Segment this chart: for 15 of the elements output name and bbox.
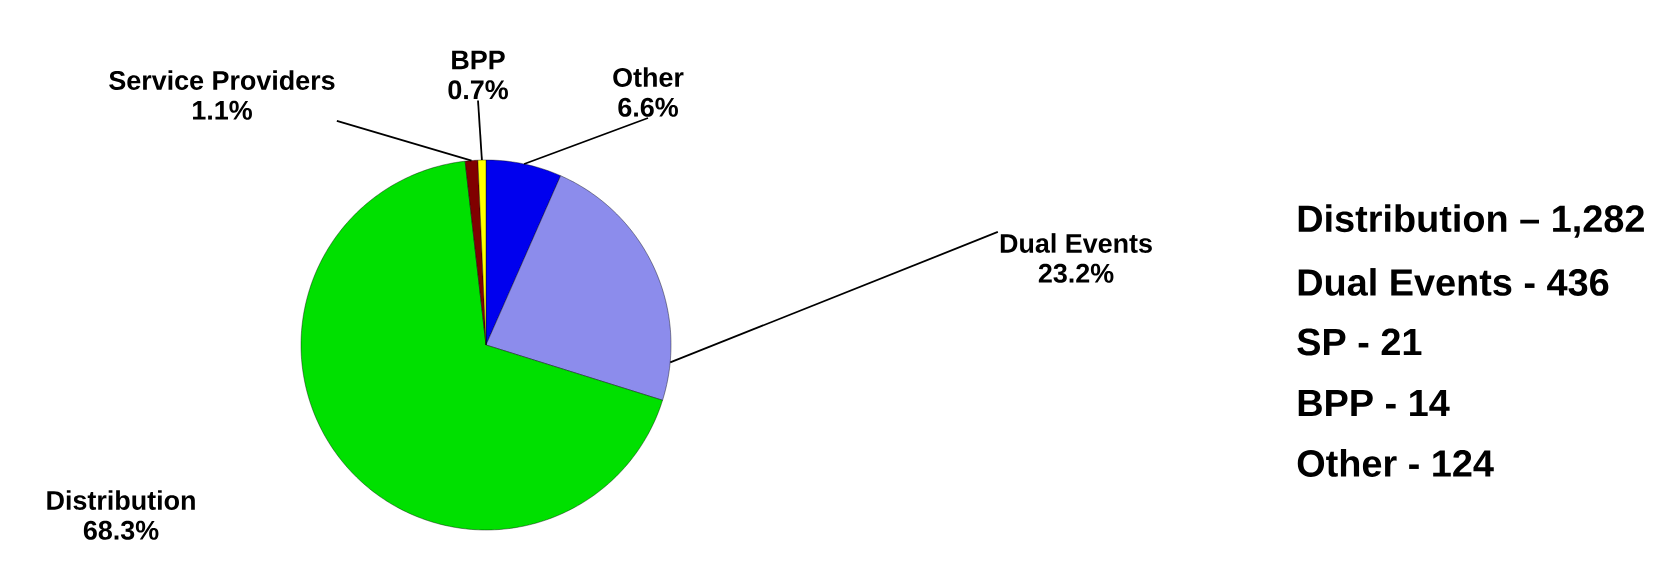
text: SP - 21 — [1297, 328, 1422, 356]
slice-label: Dual Events — [1000, 233, 1152, 253]
data-label: 68.3% — [83, 520, 159, 540]
data-label: 23.2% — [1038, 263, 1114, 283]
text: Other - 124 — [1297, 449, 1494, 477]
data-label: 0.7% — [448, 80, 508, 100]
text: BPP - 14 — [1298, 389, 1450, 417]
slice-label: Distribution — [47, 490, 195, 510]
data-label: 1.1% — [193, 100, 252, 120]
text: Dual Events - 436 — [1298, 268, 1609, 296]
slice-label: BPP — [452, 50, 505, 70]
slice-label: Service Providers — [109, 70, 335, 90]
text: Distribution – 1,282 — [1298, 204, 1644, 238]
slice-label: Other — [613, 67, 684, 87]
data-label: 6.6% — [618, 97, 678, 117]
